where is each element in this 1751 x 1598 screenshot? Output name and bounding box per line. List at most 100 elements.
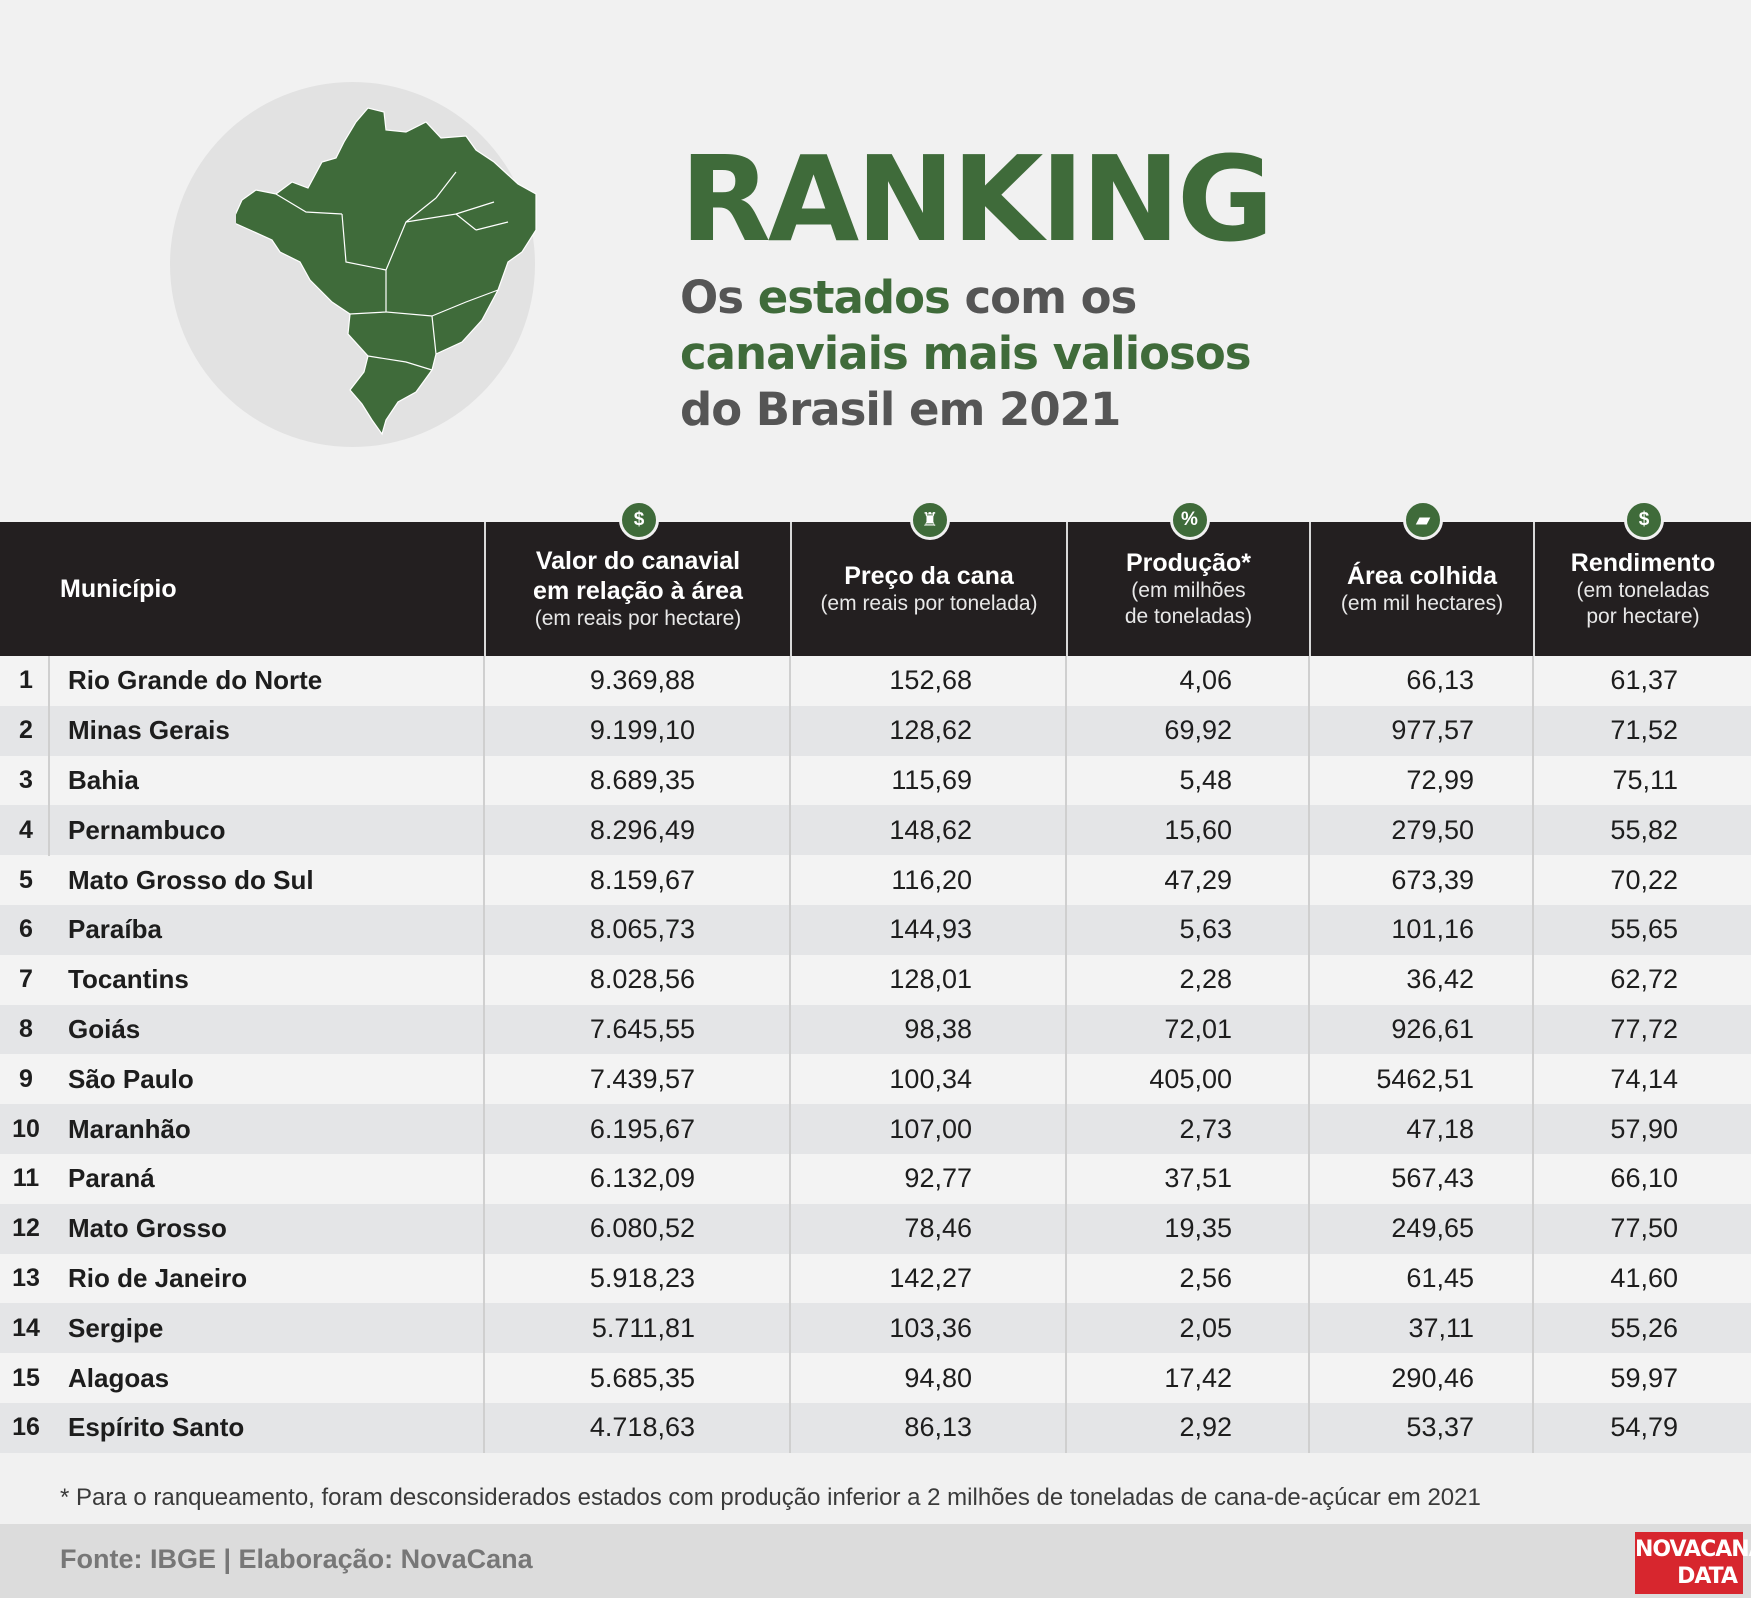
column-header-area: Área colhida (em mil hectares) ▰ (1309, 500, 1533, 656)
column-divider (1532, 1253, 1534, 1304)
column-divider (483, 755, 485, 806)
subtitle-text: com os (949, 271, 1137, 324)
column-divider (1065, 1253, 1067, 1304)
cell-valor: 6.080,52 (589, 1213, 695, 1244)
cell-producao: 2,73 (1179, 1113, 1232, 1144)
subtitle-text: Os (680, 271, 758, 324)
table-body: 1 Rio Grande do Norte 9.369,88 152,68 4,06 66… (0, 656, 1751, 1453)
cell-valor: 7.645,55 (589, 1013, 695, 1044)
table-row: 4 Pernambuco 8.296,49 148,62 15,60 279,50 55,8… (0, 805, 1751, 856)
column-divider (483, 705, 485, 756)
rank-number: 12 (12, 1214, 40, 1243)
table-header: Município Valor do canavial em relação à … (0, 500, 1751, 656)
cell-valor: 8.296,49 (589, 814, 695, 845)
cell-rendimento: 41,60 (1610, 1262, 1678, 1293)
column-divider (1532, 755, 1534, 806)
table-row: 16 Espírito Santo 4.718,63 86,13 2,92 53,37 54… (0, 1402, 1751, 1453)
percent-icon: % (1169, 500, 1210, 540)
state-name: Alagoas (68, 1362, 170, 1393)
column-subtitle: (em mil hectares) (1340, 592, 1504, 615)
cell-rendimento: 75,11 (1612, 764, 1678, 795)
column-divider (789, 904, 791, 955)
cell-rendimento: 55,26 (1610, 1312, 1678, 1343)
rank-number: 16 (12, 1413, 40, 1442)
cell-valor: 8.065,73 (589, 914, 695, 945)
cell-preco: 92,77 (904, 1163, 972, 1194)
column-title: Área colhida (1346, 562, 1498, 590)
ranking-table: Município Valor do canavial em relação à … (0, 500, 1751, 1453)
cell-producao: 2,05 (1179, 1312, 1232, 1343)
table-row: 2 Minas Gerais 9.199,10 128,62 69,92 977,57 71… (0, 705, 1751, 756)
cell-valor: 6.195,67 (589, 1113, 695, 1144)
cell-producao: 17,42 (1164, 1362, 1232, 1393)
state-name: Sergipe (68, 1312, 164, 1343)
cell-area: 279,50 (1391, 814, 1474, 845)
cell-valor: 5.918,23 (589, 1262, 695, 1293)
column-divider (1308, 954, 1310, 1005)
cell-preco: 86,13 (904, 1412, 972, 1443)
cell-producao: 5,48 (1179, 764, 1232, 795)
cell-rendimento: 57,90 (1610, 1113, 1678, 1144)
rank-number: 8 (19, 1014, 33, 1043)
money-bag-icon: ♜ (910, 500, 950, 540)
footnote: * Para o ranqueamento, foram desconsider… (60, 1484, 1481, 1511)
state-name: Minas Gerais (68, 715, 230, 746)
column-divider (483, 1402, 485, 1453)
table-row: 5 Mato Grosso do Sul 8.159,67 116,20 47,29 67… (0, 855, 1751, 905)
cell-producao: 4,06 (1179, 665, 1232, 696)
column-divider (1532, 1402, 1534, 1453)
cell-producao: 15,60 (1164, 814, 1232, 845)
cell-valor: 4.718,63 (589, 1412, 695, 1443)
cell-area: 61,45 (1406, 1262, 1474, 1293)
cell-producao: 405,00 (1149, 1063, 1232, 1094)
field-icon: ▰ (1403, 500, 1443, 540)
column-divider (1065, 904, 1067, 955)
cell-rendimento: 77,50 (1610, 1213, 1678, 1244)
column-divider (483, 1303, 485, 1354)
column-divider (1532, 904, 1534, 955)
cell-area: 53,37 (1406, 1412, 1474, 1443)
column-divider (1532, 1104, 1534, 1154)
column-divider (789, 1054, 791, 1105)
column-divider (1308, 1153, 1310, 1204)
column-divider (1065, 1004, 1067, 1055)
column-header-municipio: Município (0, 522, 484, 656)
column-divider (789, 1402, 791, 1453)
cell-rendimento: 66,10 (1610, 1163, 1678, 1194)
cell-area: 36,42 (1406, 964, 1474, 995)
subtitle-highlight: estados (757, 271, 951, 324)
column-divider (1532, 1203, 1534, 1254)
table-row: 10 Maranhão 6.195,67 107,00 2,73 47,18 57,90 (0, 1104, 1751, 1154)
cell-area: 567,43 (1391, 1163, 1474, 1194)
table-row: 14 Sergipe 5.711,81 103,36 2,05 37,11 55,26 (0, 1303, 1751, 1354)
cell-producao: 72,01 (1164, 1013, 1232, 1044)
cell-area: 5462,51 (1376, 1063, 1474, 1094)
cell-preco: 128,01 (889, 964, 972, 995)
cell-area: 72,99 (1406, 764, 1474, 795)
column-subtitle: (em milhões de toneladas) (1124, 579, 1253, 628)
state-name: Rio de Janeiro (68, 1262, 248, 1293)
column-divider (483, 1253, 485, 1304)
cell-preco: 107,00 (889, 1113, 972, 1144)
column-header-valor: Valor do canavial em relação à área (em r… (484, 500, 790, 656)
column-divider (1065, 705, 1067, 756)
column-divider (1065, 1353, 1067, 1403)
state-name: Maranhão (68, 1113, 191, 1144)
cell-area: 66,13 (1406, 665, 1474, 696)
column-divider (483, 1004, 485, 1055)
table-row: 7 Tocantins 8.028,56 128,01 2,28 36,42 62,72 (0, 954, 1751, 1005)
cell-area: 101,16 (1391, 914, 1474, 945)
column-divider (1065, 805, 1067, 856)
column-divider (1308, 1203, 1310, 1254)
column-divider (789, 805, 791, 856)
cell-producao: 47,29 (1164, 864, 1232, 895)
cell-preco: 100,34 (889, 1063, 972, 1094)
column-divider (1065, 1104, 1067, 1154)
column-divider (1308, 904, 1310, 955)
rank-number: 7 (19, 965, 33, 994)
cell-valor: 8.689,35 (589, 764, 695, 795)
table-row: 1 Rio Grande do Norte 9.369,88 152,68 4,06 66… (0, 656, 1751, 706)
column-divider (1532, 1004, 1534, 1055)
cell-rendimento: 71,52 (1610, 715, 1678, 746)
column-divider (789, 1253, 791, 1304)
